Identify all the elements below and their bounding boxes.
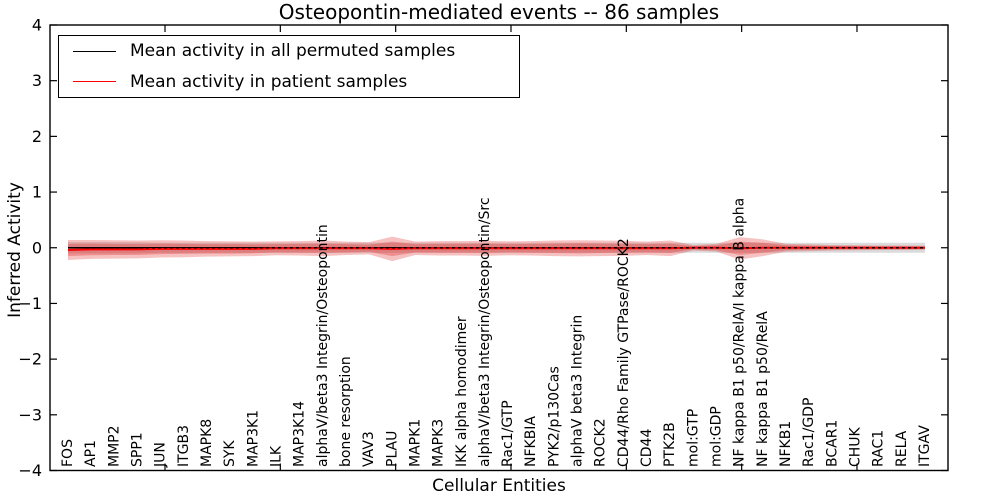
legend: Mean activity in all permuted samples Me… [58, 35, 520, 98]
y-tick-label: −4 [18, 461, 42, 480]
x-tick-label: IKK alpha homodimer [454, 316, 470, 467]
x-axis-label: Cellular Entities [432, 476, 566, 496]
x-tick-label: PYK2/p130Cas [546, 366, 562, 467]
legend-label-patient: Mean activity in patient samples [130, 71, 408, 92]
y-tick-label: 0 [32, 238, 42, 257]
x-tick-label: SYK [222, 440, 238, 467]
x-tick-label: ITGAV [917, 425, 933, 467]
x-tick-label: alphaV beta3 Integrin [570, 315, 586, 467]
x-tick-label: MMP2 [106, 425, 122, 467]
legend-line-red-icon [73, 81, 116, 83]
y-tick-label: −3 [18, 405, 42, 424]
x-tick-label: PLAU [384, 431, 400, 467]
x-tick-label: SPP1 [129, 432, 145, 467]
x-tick-label: alphaV/beta3 Integrin/Osteopontin/Src [477, 197, 493, 467]
chart-title: Osteopontin-mediated events -- 86 sample… [278, 0, 720, 24]
x-tick-label: mol:GTP [685, 409, 701, 467]
x-tick-label: BCAR1 [824, 420, 840, 467]
x-tick-label: MAP3K1 [245, 410, 261, 467]
x-tick-label: Rac1/GTP [500, 400, 516, 467]
x-tick-label: mol:GDP [709, 406, 725, 467]
x-tick-label: MAP3K14 [292, 401, 308, 467]
y-tick-label: 2 [32, 127, 42, 146]
x-tick-label: RELA [894, 430, 910, 467]
legend-entry-permuted: Mean activity in all permuted samples [59, 37, 519, 65]
legend-line-black-icon [73, 50, 116, 52]
y-tick-label: 1 [32, 183, 42, 202]
x-tick-label: CD44/Rho Family GTPase/ROCK2 [616, 238, 632, 467]
x-tick-label: PTK2B [662, 422, 678, 467]
x-tick-label: ROCK2 [593, 418, 609, 467]
x-tick-label: CHUK [848, 426, 864, 467]
x-tick-label: MAPK1 [407, 419, 423, 467]
x-tick-label: AP1 [83, 440, 99, 467]
x-tick-label: VAV3 [361, 431, 377, 467]
x-tick-label: CD44 [639, 429, 655, 467]
x-tick-label: ITGB3 [176, 425, 192, 467]
x-tick-label: NFKBIA [523, 416, 539, 467]
y-axis-label: Inferred Activity [5, 182, 25, 318]
x-tick-label: Rac1/GDP [801, 398, 817, 467]
x-tick-label: RAC1 [871, 430, 887, 467]
x-tick-label: MAPK3 [431, 419, 447, 467]
x-tick-label: JUN [153, 442, 169, 468]
y-tick-label: 3 [32, 71, 42, 90]
legend-entry-patient: Mean activity in patient samples [59, 68, 519, 96]
y-tick-label: −2 [18, 350, 42, 369]
x-tick-label: NF kappa B1 p50/RelA/I kappa B alpha [732, 198, 748, 467]
x-tick-label: MAPK8 [199, 419, 215, 467]
x-tick-label: bone resorption [338, 356, 354, 467]
y-tick-label: −1 [18, 294, 42, 313]
y-tick-label: 4 [32, 16, 42, 35]
x-tick-label: NF kappa B1 p50/RelA [755, 311, 771, 467]
x-tick-label: ILK [268, 445, 284, 467]
x-tick-label: NFKB1 [778, 421, 794, 467]
legend-label-permuted: Mean activity in all permuted samples [130, 41, 456, 62]
x-tick-label: alphaV/beta3 Integrin/Osteopontin [315, 224, 331, 467]
x-tick-label: FOS [60, 439, 76, 467]
